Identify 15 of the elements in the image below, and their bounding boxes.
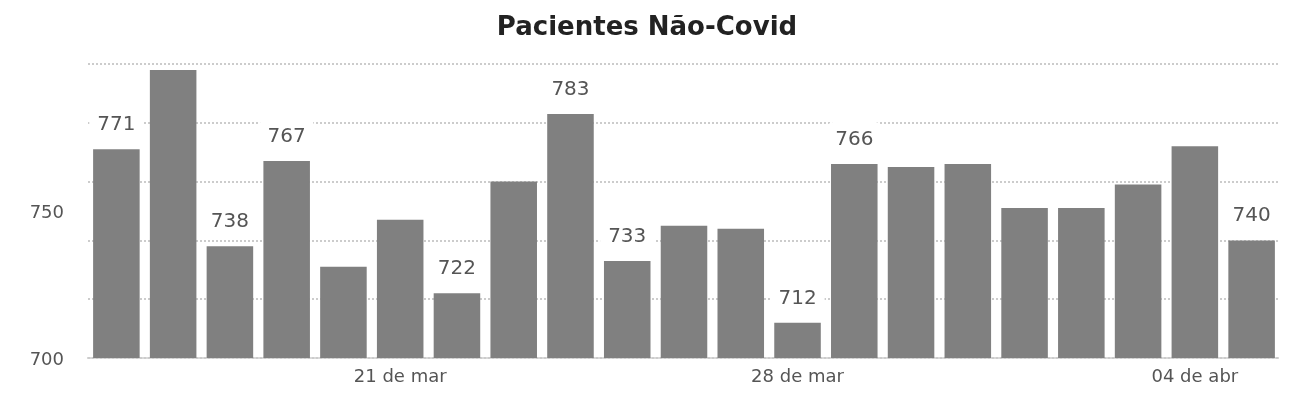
data-label: 712 (778, 284, 817, 309)
data-label: 733 (608, 222, 647, 247)
y-tick-label: 750 (29, 200, 64, 222)
data-label: 740 (1232, 202, 1271, 227)
data-label: 766 (835, 125, 874, 150)
chart-title: Pacientes Não-Covid (496, 11, 798, 41)
y-tick-label: 700 (29, 347, 64, 369)
data-label: 783 (551, 75, 590, 100)
data-label: 771 (97, 111, 136, 136)
data-label: 767 (267, 123, 306, 148)
data-label: 722 (437, 255, 477, 280)
data-label: 738 (210, 208, 249, 233)
x-tick-label: 28 de mar (751, 364, 845, 386)
x-tick-label: 21 de mar (353, 364, 448, 386)
x-tick-label: 04 de abr (1151, 364, 1239, 386)
